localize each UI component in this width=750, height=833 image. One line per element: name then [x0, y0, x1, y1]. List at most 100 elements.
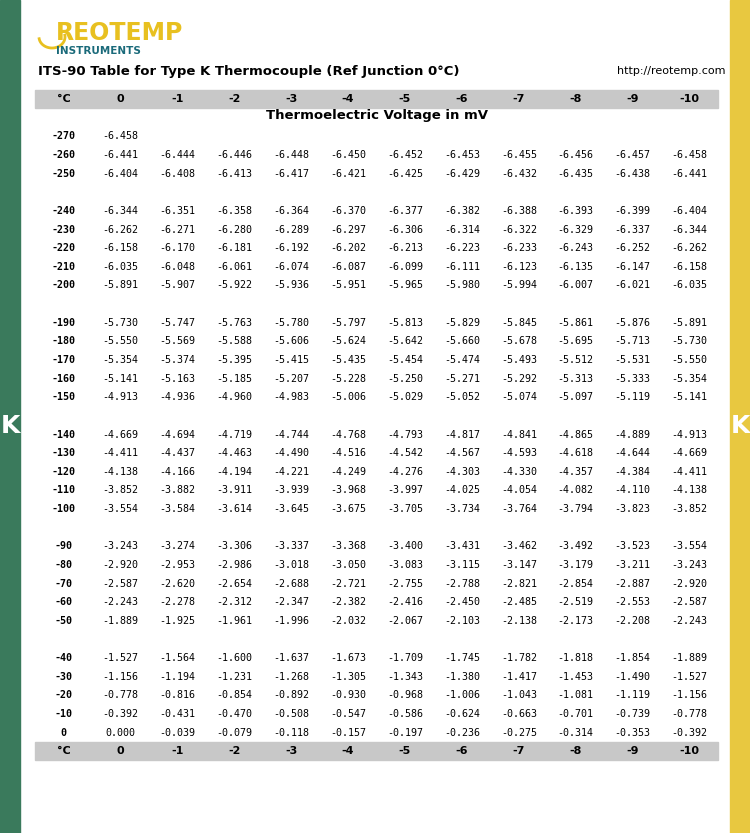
Text: -3.018: -3.018	[273, 560, 309, 570]
Text: -1.119: -1.119	[615, 691, 650, 701]
Text: -6.280: -6.280	[216, 225, 252, 235]
Text: -2.587: -2.587	[671, 597, 707, 607]
Text: -5.097: -5.097	[558, 392, 594, 402]
Text: -6.404: -6.404	[671, 206, 707, 216]
Text: K: K	[730, 414, 750, 438]
Text: -6: -6	[455, 746, 468, 756]
Text: -3.243: -3.243	[671, 560, 707, 570]
Text: -6.035: -6.035	[102, 262, 138, 272]
Text: -1.380: -1.380	[444, 671, 480, 681]
Text: -100: -100	[52, 504, 76, 514]
Text: -6.271: -6.271	[159, 225, 195, 235]
Text: -3.050: -3.050	[330, 560, 366, 570]
Text: -1.673: -1.673	[330, 653, 366, 663]
Text: -0.701: -0.701	[558, 709, 594, 719]
Text: -120: -120	[52, 466, 76, 476]
Text: -2.986: -2.986	[216, 560, 252, 570]
Text: -5.006: -5.006	[330, 392, 366, 402]
Text: -6.408: -6.408	[159, 168, 195, 178]
Text: -5.861: -5.861	[558, 317, 594, 327]
Text: http://reotemp.com: http://reotemp.com	[616, 66, 725, 76]
Text: °C: °C	[56, 746, 70, 756]
Text: -5.163: -5.163	[159, 373, 195, 383]
Text: -5.780: -5.780	[273, 317, 309, 327]
Text: -6.202: -6.202	[330, 243, 366, 253]
Text: -5.550: -5.550	[671, 355, 707, 365]
Text: -5.813: -5.813	[387, 317, 423, 327]
Text: -1.081: -1.081	[558, 691, 594, 701]
Text: -6.388: -6.388	[501, 206, 537, 216]
Text: -6.061: -6.061	[216, 262, 252, 272]
Text: -6.364: -6.364	[273, 206, 309, 216]
Text: -1.490: -1.490	[615, 671, 650, 681]
Text: -6.441: -6.441	[102, 150, 138, 160]
Text: -3.083: -3.083	[387, 560, 423, 570]
Text: -1.343: -1.343	[387, 671, 423, 681]
Text: -1.600: -1.600	[216, 653, 252, 663]
Text: -190: -190	[52, 317, 76, 327]
Text: -5.730: -5.730	[671, 337, 707, 347]
Text: -4.194: -4.194	[216, 466, 252, 476]
Text: -10: -10	[55, 709, 73, 719]
Text: -1.231: -1.231	[216, 671, 252, 681]
Text: -3.584: -3.584	[159, 504, 195, 514]
Text: -2.103: -2.103	[444, 616, 480, 626]
Text: -5.029: -5.029	[387, 392, 423, 402]
Text: -0.236: -0.236	[444, 728, 480, 738]
Text: -2.450: -2.450	[444, 597, 480, 607]
Text: -5.228: -5.228	[330, 373, 366, 383]
Text: -4.276: -4.276	[387, 466, 423, 476]
Text: -2.519: -2.519	[558, 597, 594, 607]
Text: -270: -270	[52, 132, 76, 142]
Text: -6.344: -6.344	[671, 225, 707, 235]
Text: -5.493: -5.493	[501, 355, 537, 365]
Text: -4.138: -4.138	[671, 486, 707, 496]
Text: -4.669: -4.669	[671, 448, 707, 458]
Text: -2.887: -2.887	[615, 579, 650, 589]
Text: -2.032: -2.032	[330, 616, 366, 626]
Text: -6.404: -6.404	[102, 168, 138, 178]
Text: -3.823: -3.823	[615, 504, 650, 514]
Text: -5.965: -5.965	[387, 281, 423, 291]
Text: -4.411: -4.411	[102, 448, 138, 458]
Text: -0.197: -0.197	[387, 728, 423, 738]
Text: -2.243: -2.243	[102, 597, 138, 607]
Text: INSTRUMENTS: INSTRUMENTS	[56, 46, 141, 56]
Text: -6.446: -6.446	[216, 150, 252, 160]
Text: -5.845: -5.845	[501, 317, 537, 327]
Text: Thermoelectric Voltage in mV: Thermoelectric Voltage in mV	[266, 108, 488, 122]
Text: -1.854: -1.854	[615, 653, 650, 663]
Text: -1.453: -1.453	[558, 671, 594, 681]
Text: -0.778: -0.778	[102, 691, 138, 701]
Text: -3.614: -3.614	[216, 504, 252, 514]
Text: -4.960: -4.960	[216, 392, 252, 402]
Text: -4.936: -4.936	[159, 392, 195, 402]
Text: -5.415: -5.415	[273, 355, 309, 365]
Text: -3.968: -3.968	[330, 486, 366, 496]
Text: -4.463: -4.463	[216, 448, 252, 458]
Text: -3.306: -3.306	[216, 541, 252, 551]
Text: -0.431: -0.431	[159, 709, 195, 719]
Text: -0.547: -0.547	[330, 709, 366, 719]
Text: -5.980: -5.980	[444, 281, 480, 291]
Text: -5.606: -5.606	[273, 337, 309, 347]
Text: -5.512: -5.512	[558, 355, 594, 365]
Text: -6.377: -6.377	[387, 206, 423, 216]
Text: -6.087: -6.087	[330, 262, 366, 272]
Text: -4.025: -4.025	[444, 486, 480, 496]
Text: -3.939: -3.939	[273, 486, 309, 496]
Text: -6.435: -6.435	[558, 168, 594, 178]
Text: -6.370: -6.370	[330, 206, 366, 216]
Bar	[730, 0, 750, 833]
Text: -180: -180	[52, 337, 76, 347]
Text: -6.399: -6.399	[615, 206, 650, 216]
Text: -4.913: -4.913	[671, 430, 707, 440]
Text: -2.347: -2.347	[273, 597, 309, 607]
Text: -6.170: -6.170	[159, 243, 195, 253]
Text: -2.416: -2.416	[387, 597, 423, 607]
Text: -3: -3	[285, 94, 297, 104]
Text: -1.564: -1.564	[159, 653, 195, 663]
Text: -1.889: -1.889	[102, 616, 138, 626]
Text: -3.764: -3.764	[501, 504, 537, 514]
Text: -5.588: -5.588	[216, 337, 252, 347]
